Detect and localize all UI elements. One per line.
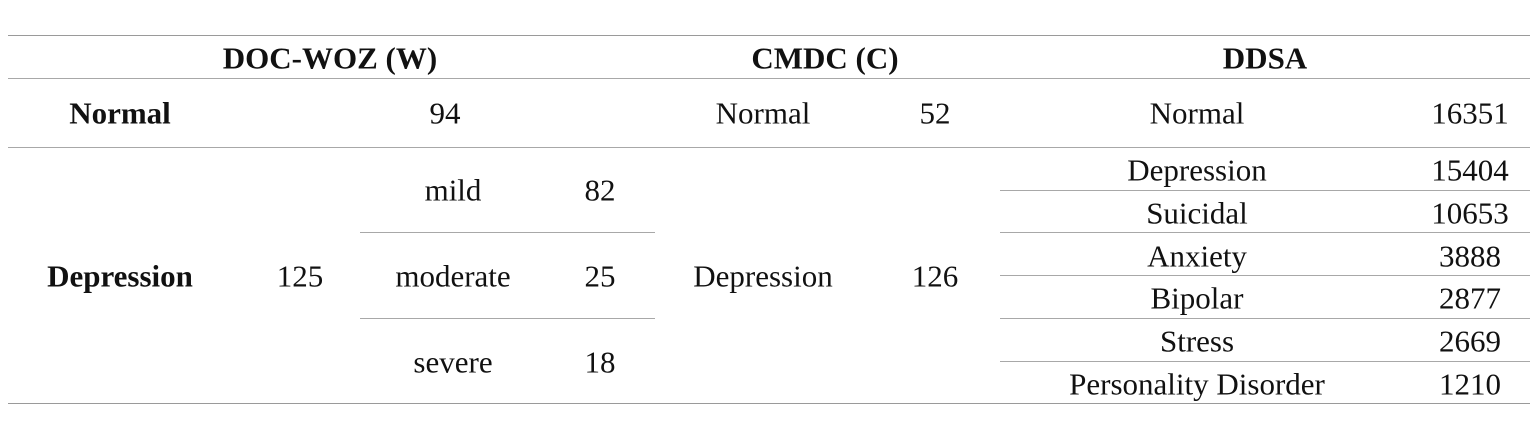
level-label: moderate <box>395 258 511 294</box>
sub-rule <box>360 318 655 319</box>
sub-rule <box>1000 361 1530 362</box>
row-label: Depression <box>693 258 833 294</box>
bottom-rule <box>8 403 1530 404</box>
level-label: mild <box>424 172 482 208</box>
count: 2877 <box>1439 280 1501 316</box>
count: 18 <box>584 344 616 380</box>
count: 82 <box>584 172 616 208</box>
group-header: CMDC (C) <box>751 40 899 76</box>
sub-rule <box>360 232 655 233</box>
row-label: Bipolar <box>1150 280 1244 316</box>
count: 16351 <box>1431 95 1509 131</box>
sub-rule <box>1000 232 1530 233</box>
level-label: severe <box>413 344 493 380</box>
count: 25 <box>584 258 616 294</box>
count: 10653 <box>1431 195 1509 231</box>
group-header: DDSA <box>1222 40 1308 76</box>
top-rule <box>8 35 1530 36</box>
row-label: Suicidal <box>1146 195 1248 231</box>
row-label: Depression <box>47 258 193 294</box>
row-label: Normal <box>69 95 171 131</box>
count: 2669 <box>1439 323 1501 359</box>
sub-rule <box>1000 190 1530 191</box>
count: 52 <box>919 95 951 131</box>
count: 125 <box>276 258 324 294</box>
sub-rule <box>1000 275 1530 276</box>
count: 1210 <box>1439 366 1501 402</box>
row-rule <box>8 147 1530 148</box>
group-header: DOC-WOZ (W) <box>222 40 438 76</box>
row-label: Normal <box>715 95 811 131</box>
header-rule <box>8 78 1530 79</box>
row-label: Depression <box>1127 152 1267 188</box>
count: 15404 <box>1431 152 1509 188</box>
count: 126 <box>911 258 959 294</box>
row-label: Normal <box>1149 95 1245 131</box>
count: 94 <box>429 95 461 131</box>
row-label: Personality Disorder <box>1069 366 1325 402</box>
count: 3888 <box>1439 238 1501 274</box>
sub-rule <box>1000 318 1530 319</box>
row-label: Stress <box>1159 323 1235 359</box>
row-label: Anxiety <box>1147 238 1247 274</box>
